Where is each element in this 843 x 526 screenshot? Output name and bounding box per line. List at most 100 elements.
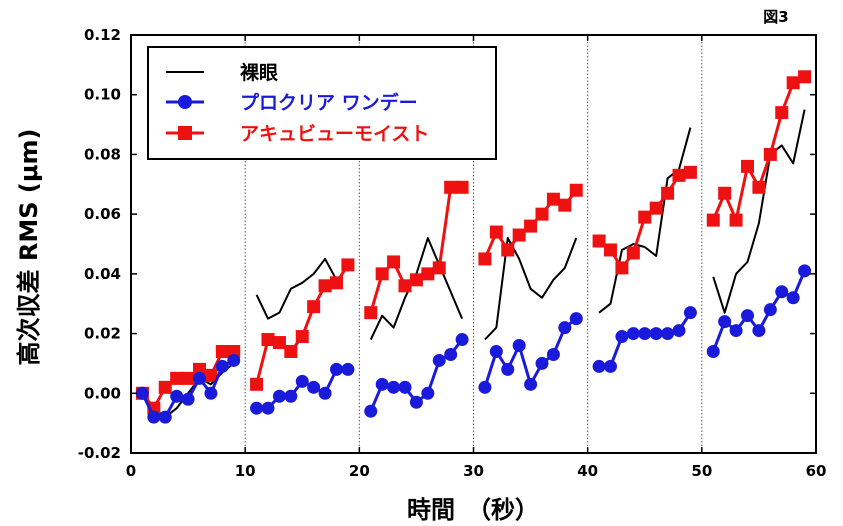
data-point-square [546, 192, 560, 206]
data-point-square [512, 228, 526, 242]
data-point-circle [432, 353, 446, 367]
data-point-circle [501, 362, 515, 376]
legend-frame [147, 46, 497, 160]
data-point-square [524, 219, 538, 233]
data-point-square [615, 261, 629, 275]
data-point-circle [261, 401, 275, 415]
data-point-circle [535, 356, 549, 370]
x-tick-label: 30 [463, 462, 484, 480]
series-line [255, 257, 338, 320]
data-point-square [193, 362, 206, 376]
series-line [484, 237, 578, 341]
data-point-square [170, 371, 184, 385]
legend-label-proclear: プロクリア ワンデー [240, 91, 418, 114]
data-point-circle [193, 371, 206, 385]
data-point-square [307, 300, 321, 314]
data-point-square [295, 330, 309, 344]
data-point-circle [318, 386, 332, 400]
data-point-circle [626, 327, 640, 341]
data-point-circle [204, 386, 218, 400]
data-point-circle [272, 389, 286, 403]
data-point-square [535, 207, 549, 221]
data-point-circle [558, 321, 572, 335]
legend-label-naked-eye: 裸眼 [240, 61, 278, 84]
data-point-square [729, 213, 743, 227]
x-tick-label: 0 [126, 462, 136, 480]
data-point-circle [604, 359, 617, 373]
data-point-square [626, 246, 640, 260]
data-point-circle [227, 353, 241, 367]
data-point-circle [158, 410, 172, 424]
data-point-circle [718, 315, 732, 329]
y-tick-label: -0.02 [78, 444, 121, 462]
data-point-circle [387, 380, 401, 394]
data-point-square [672, 168, 686, 182]
data-point-square [798, 70, 812, 84]
data-point-square [763, 147, 777, 161]
data-point-circle [524, 377, 538, 391]
x-tick-label: 60 [806, 462, 827, 480]
data-point-square [478, 252, 492, 266]
data-point-circle [763, 303, 777, 317]
x-axis-ticks: 0 10 20 30 40 50 60 [126, 35, 827, 480]
data-point-square [318, 279, 332, 293]
data-point-circle [729, 324, 743, 338]
data-point-square [409, 273, 423, 287]
data-point-circle [638, 327, 652, 341]
y-tick-label: 0.02 [84, 325, 121, 343]
series-line [712, 109, 806, 314]
data-point-circle [375, 377, 389, 391]
x-tick-label: 10 [235, 462, 256, 480]
series-1 [135, 264, 812, 424]
x-axis-title: 時間 （秒） [407, 496, 539, 524]
data-point-circle [398, 380, 412, 394]
data-point-square [421, 267, 435, 281]
data-point-square [741, 159, 754, 173]
data-point-circle [649, 327, 663, 341]
data-point-square [444, 180, 458, 194]
data-point-circle [307, 380, 321, 394]
data-point-square [215, 344, 229, 358]
y-tick-label: 0.08 [84, 145, 121, 163]
data-point-circle [295, 374, 309, 388]
y-tick-label: 0.10 [84, 86, 121, 104]
data-point-square [752, 180, 766, 194]
data-point-square [501, 243, 515, 257]
series-line [369, 237, 464, 340]
series-line [711, 270, 806, 353]
data-point-circle [364, 404, 378, 418]
data-point-square [364, 306, 378, 320]
data-point-circle [135, 386, 149, 400]
data-point-circle [478, 380, 492, 394]
legend-marker-acuvue [178, 126, 192, 140]
data-point-square [432, 261, 446, 275]
data-point-circle [455, 333, 469, 347]
data-point-circle [409, 395, 423, 409]
x-tick-label: 50 [691, 462, 712, 480]
data-point-circle [775, 285, 789, 299]
y-tick-label: 0.12 [84, 26, 121, 44]
data-point-square [455, 180, 469, 194]
y-axis-ticks: -0.02 0.00 0.02 0.04 0.06 0.08 0.10 0.12 [78, 26, 816, 462]
data-point-circle [661, 327, 675, 341]
data-point-circle [512, 339, 526, 353]
y-tick-label: 0.00 [84, 384, 121, 402]
data-point-square [204, 368, 218, 382]
data-point-square [398, 279, 412, 293]
data-point-circle [798, 264, 812, 278]
data-point-circle [672, 324, 686, 338]
data-point-square [375, 267, 389, 281]
data-point-circle [489, 344, 503, 358]
data-point-circle [215, 359, 229, 373]
data-point-square [272, 336, 286, 350]
x-tick-label: 40 [577, 462, 598, 480]
data-point-square [649, 201, 663, 215]
data-point-circle [592, 359, 606, 373]
figure-number-label: 図3 [763, 8, 788, 26]
data-point-circle [421, 386, 435, 400]
data-point-circle [741, 309, 754, 323]
data-point-square [558, 198, 572, 212]
data-point-square [341, 258, 355, 272]
data-point-square [775, 106, 789, 120]
